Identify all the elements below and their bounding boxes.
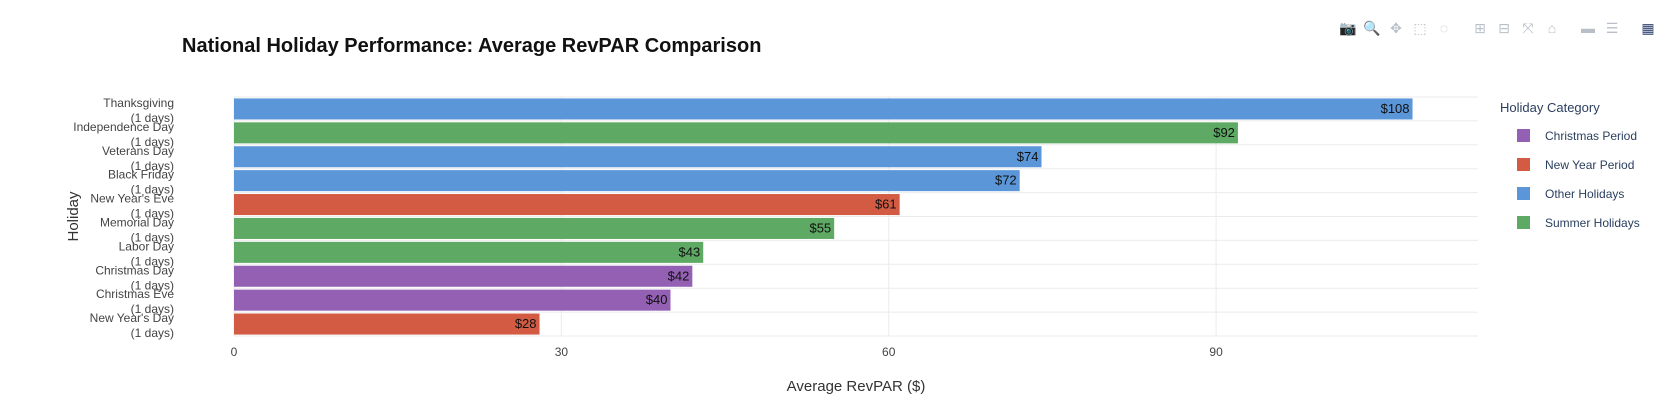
data-label: $72	[995, 173, 1017, 188]
data-label: $42	[668, 268, 690, 283]
x-axis-title: Average RevPAR ($)	[787, 378, 926, 395]
y-tick-label: Memorial Day	[100, 215, 174, 229]
data-label: $92	[1213, 125, 1235, 140]
data-label: $108	[1381, 101, 1410, 116]
legend-label: New Year Period	[1545, 157, 1635, 172]
legend-label: Summer Holidays	[1545, 215, 1640, 230]
y-tick-label: New Year's Eve	[90, 192, 174, 206]
bar	[234, 265, 693, 287]
data-label: $43	[679, 244, 701, 259]
bar	[234, 241, 704, 263]
zoom-out-icon[interactable]: ⊟	[1498, 20, 1510, 36]
y-tick-label: Thanksgiving	[103, 96, 174, 110]
bar	[234, 194, 900, 216]
y-tick-label-sub: (1 days)	[131, 278, 174, 292]
bar	[234, 122, 1238, 144]
legend-swatch	[1517, 216, 1530, 229]
y-tick-label: Christmas Day	[95, 263, 174, 277]
bar	[234, 170, 1020, 192]
legend-swatch	[1517, 129, 1530, 142]
bar	[234, 313, 540, 335]
x-tick-label: 0	[231, 345, 238, 359]
y-tick-label-sub: (1 days)	[131, 326, 174, 340]
legend-swatch	[1517, 187, 1530, 200]
autoscale-icon[interactable]: ⤧	[1522, 20, 1534, 36]
data-label: $74	[1017, 149, 1039, 164]
data-label: $55	[809, 220, 831, 235]
legend-label: Christmas Period	[1545, 128, 1638, 143]
legend-title: Holiday Category	[1500, 100, 1600, 115]
y-tick-label: Black Friday	[108, 168, 174, 182]
data-label: $40	[646, 292, 668, 307]
y-tick-label-sub: (1 days)	[131, 254, 174, 268]
bar	[234, 98, 1413, 120]
bar	[234, 217, 835, 239]
y-tick-label-sub: (1 days)	[131, 207, 174, 221]
chart-title: National Holiday Performance: Average Re…	[182, 35, 762, 57]
zoom-icon[interactable]: 🔍	[1363, 20, 1381, 36]
y-axis-title: Holiday	[65, 191, 82, 242]
legend-item[interactable]: Summer Holidays	[1500, 208, 1640, 237]
box-select-icon[interactable]: ⬚	[1413, 20, 1427, 36]
plotly-logo-icon[interactable]: ▦	[1641, 20, 1655, 36]
y-tick-label: Christmas Eve	[96, 287, 174, 301]
lasso-icon[interactable]: ◌	[1439, 20, 1449, 36]
y-tick-label: Independence Day	[73, 120, 174, 134]
data-label: $61	[875, 197, 897, 212]
y-tick-label: Labor Day	[119, 239, 174, 253]
y-tick-label-sub: (1 days)	[131, 302, 174, 316]
y-tick-label-sub: (1 days)	[131, 230, 174, 244]
modebar: 📷 🔍 ✥ ⬚ ◌ ⊞ ⊟ ⤧ ⌂ ▬ ☰ ▦	[1338, 18, 1658, 38]
x-tick-label: 30	[555, 345, 569, 359]
compare-hover-icon[interactable]: ☰	[1605, 20, 1619, 36]
legend-swatch	[1517, 158, 1530, 171]
legend-item[interactable]: Christmas Period	[1500, 121, 1640, 150]
bar	[234, 289, 671, 311]
y-tick-label: New Year's Day	[90, 311, 174, 325]
x-tick-label: 60	[882, 345, 896, 359]
pan-icon[interactable]: ✥	[1390, 20, 1402, 36]
data-label: $28	[515, 316, 537, 331]
y-tick-label-sub: (1 days)	[131, 111, 174, 125]
legend-label: Other Holidays	[1545, 186, 1625, 201]
zoom-in-icon[interactable]: ⊞	[1474, 20, 1486, 36]
spike-lines-icon[interactable]: ▬	[1581, 20, 1595, 36]
y-tick-label-sub: (1 days)	[131, 183, 174, 197]
legend-item[interactable]: Other Holidays	[1500, 179, 1640, 208]
legend-item[interactable]: New Year Period	[1500, 150, 1640, 179]
y-tick-label: Veterans Day	[102, 144, 174, 158]
reset-axes-icon[interactable]: ⌂	[1547, 20, 1557, 36]
bar	[234, 146, 1042, 168]
camera-icon[interactable]: 📷	[1339, 20, 1357, 36]
x-tick-label: 90	[1209, 345, 1223, 359]
y-tick-label-sub: (1 days)	[131, 159, 174, 173]
y-tick-label-sub: (1 days)	[131, 135, 174, 149]
legend: Holiday Category Christmas Period New Yea…	[1500, 100, 1640, 237]
